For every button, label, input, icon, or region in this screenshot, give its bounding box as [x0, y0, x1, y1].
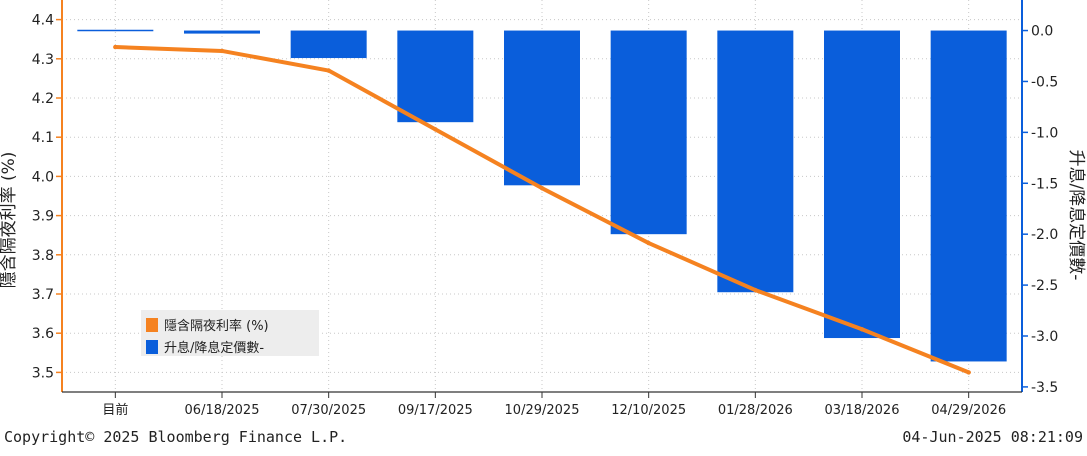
pricing-bar [397, 30, 474, 123]
axes: 3.5 3.6 3.7 3.8 3.9 4.0 4.1 4.2 4.3 4.4 0.0 -0.5 -1.… [0, 0, 1086, 418]
right-tick-label: -2.5 [1031, 278, 1058, 294]
right-tick-label: 0.0 [1031, 24, 1053, 40]
line-series [113, 44, 971, 375]
legend-label: 升息/降息定價數- [164, 340, 264, 356]
pricing-bar [930, 30, 1007, 362]
implied-rate-point [753, 287, 758, 293]
x-tick-label: 07/30/2025 [291, 403, 366, 418]
right-tick-label: -1.0 [1031, 125, 1058, 141]
right-tick-label: -3.0 [1031, 329, 1058, 345]
implied-rate-point [219, 48, 225, 54]
legend: 隱含隔夜利率 (%) 升息/降息定價數- [141, 310, 319, 356]
implied-rate-point [433, 127, 438, 132]
implied-rate-point [966, 370, 971, 375]
pricing-bar [717, 30, 794, 293]
copyright-text: Copyright© 2025 Bloomberg Finance L.P. [4, 428, 348, 446]
timestamp-text: 04-Jun-2025 08:21:09 [902, 428, 1083, 446]
left-tick-label: 3.6 [32, 326, 54, 342]
legend-swatch [146, 340, 158, 354]
right-tick-label: -3.5 [1031, 380, 1058, 396]
x-tick-label: 03/18/2026 [825, 403, 900, 418]
right-tick-label: -2.0 [1031, 227, 1058, 243]
pricing-bar [184, 30, 260, 34]
left-tick-label: 4.4 [32, 13, 54, 29]
x-tick-label: 01/28/2026 [718, 403, 793, 418]
pricing-bar [610, 30, 687, 235]
x-tick-label: 09/17/2025 [398, 403, 473, 418]
pricing-bar [290, 30, 367, 59]
left-tick-label: 3.5 [32, 365, 54, 381]
implied-rate-point [113, 44, 118, 50]
right-axis-title: 升息/降息定價數- [1066, 150, 1086, 281]
pricing-bar [824, 30, 900, 339]
x-tick-label: 12/10/2025 [611, 403, 686, 418]
pricing-bar [504, 30, 580, 186]
right-tick-label: -1.5 [1031, 176, 1058, 192]
implied-rate-point [646, 240, 651, 246]
left-tick-label: 4.1 [32, 130, 54, 146]
bar-series [77, 29, 1007, 362]
x-tick-label: 04/29/2026 [931, 403, 1006, 418]
implied-rate-point [539, 185, 545, 191]
x-tick-label: 06/18/2025 [185, 403, 260, 418]
chart-svg: 3.5 3.6 3.7 3.8 3.9 4.0 4.1 4.2 4.3 4.4 0.0 -0.5 -1.… [0, 0, 1086, 418]
left-tick-label: 4.3 [32, 52, 54, 68]
right-tick-label: -0.5 [1031, 74, 1058, 90]
left-tick-label: 3.9 [32, 209, 54, 225]
legend-box [141, 310, 319, 356]
implied-rate-point [326, 68, 331, 73]
left-tick-label: 4.0 [32, 169, 54, 185]
left-axis-title: 隱含隔夜利率 (%) [0, 152, 19, 289]
implied-rate-point [859, 327, 865, 332]
left-tick-label: 4.2 [32, 91, 54, 107]
x-tick-label: 10/29/2025 [505, 403, 580, 418]
x-tick-label: 目前 [102, 402, 128, 418]
legend-label: 隱含隔夜利率 (%) [164, 318, 269, 334]
legend-swatch [146, 318, 158, 332]
left-tick-label: 3.7 [32, 287, 54, 303]
left-tick-label: 3.8 [32, 248, 54, 264]
